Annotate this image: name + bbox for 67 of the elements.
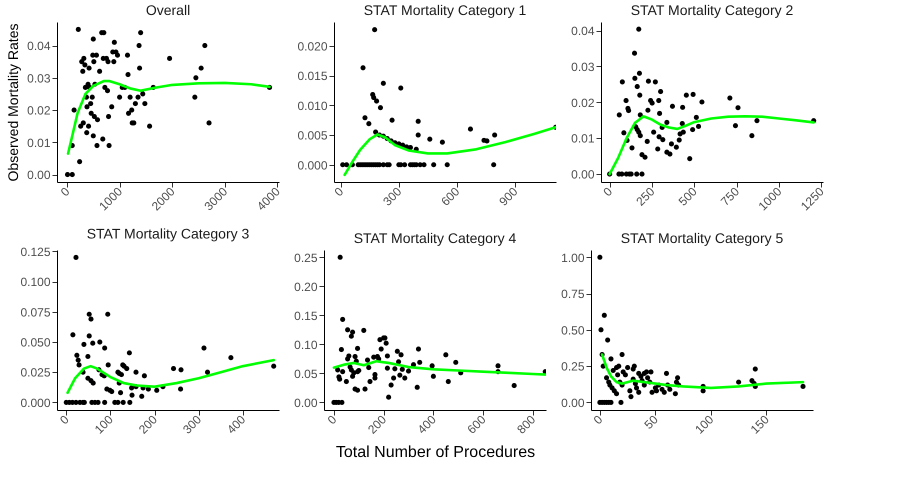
y-tick-label: 0.00 [294, 396, 318, 410]
x-tick-label: 50 [641, 412, 662, 432]
y-tick-label: 0.125 [20, 244, 51, 259]
y-tick-label: 0.02 [27, 104, 51, 118]
x-axis-title: Total Number of Procedures [336, 444, 536, 461]
chart-title: STAT Mortality Category 3 [86, 225, 250, 242]
x-tick-label: 0 [324, 412, 340, 428]
x-tick-label: 100 [92, 412, 116, 437]
y-tick-label: 0.01 [571, 132, 595, 146]
x-tick-label: 300 [180, 412, 204, 437]
x-tick-label: 300 [380, 184, 405, 209]
x-tick-label: 750 [718, 184, 742, 209]
line-series [343, 126, 556, 176]
x-tick-label: 200 [136, 412, 160, 437]
x-tick-label: 100 [692, 412, 717, 437]
x-tick-label: 250 [633, 184, 658, 209]
y-tick-label: 0.000 [297, 158, 328, 172]
x-tick-label: 600 [464, 412, 489, 437]
y-tick-label: 1.00 [561, 250, 585, 265]
chart-title: STAT Mortality Category 2 [630, 2, 794, 18]
y-tick-label: 0.00 [27, 168, 51, 182]
y-tick-label: 0.10 [294, 338, 318, 352]
y-tick-label: 0.75 [561, 287, 585, 302]
y-tick-label: 0.02 [571, 96, 595, 110]
y-tick-label: 0.03 [571, 60, 595, 74]
x-tick-label: 400 [414, 412, 440, 437]
y-tick-label: 0.15 [294, 308, 318, 323]
x-tick-label: 150 [748, 412, 772, 437]
y-tick-label: 0.04 [571, 24, 595, 38]
line-series [66, 80, 271, 155]
y-tick-label: 0.100 [20, 275, 51, 290]
chart-title: STAT Mortality Category 1 [364, 2, 527, 18]
y-tick-label: 0.075 [20, 305, 51, 320]
line-series [600, 353, 804, 390]
x-tick-label: 800 [514, 412, 538, 437]
y-tick-label: 0.03 [27, 71, 51, 86]
y-tick-label: 0.25 [561, 360, 585, 374]
y-tick-label: 0.00 [571, 168, 595, 182]
y-tick-label: 0.01 [27, 136, 51, 150]
y-tick-label: 0.000 [20, 396, 51, 410]
x-tick-label: 0 [590, 412, 606, 428]
x-tick-label: 500 [676, 184, 700, 209]
chart-title: STAT Mortality Category 4 [354, 230, 517, 246]
y-tick-label: 0.050 [20, 336, 51, 350]
y-tick-label: 0.04 [27, 39, 51, 54]
y-tick-label: 0.010 [297, 98, 328, 113]
x-tick-label: 400 [224, 412, 248, 437]
x-tick-label: 200 [365, 412, 390, 437]
y-axis-title: Observed Mortality Rates [5, 24, 22, 182]
y-tick-label: 0.20 [294, 280, 318, 294]
line-series [66, 358, 276, 394]
y-tick-label: 0.05 [294, 366, 318, 381]
x-tick-label: 600 [438, 184, 463, 209]
x-tick-label: 0 [332, 184, 346, 200]
x-tick-label: 0 [600, 184, 616, 200]
x-tick-label: 900 [496, 184, 521, 209]
x-tick-label: 0 [57, 412, 72, 428]
chart-title: STAT Mortality Category 5 [620, 230, 784, 246]
y-tick-label: 0.25 [294, 250, 318, 265]
y-tick-label: 0.025 [20, 366, 51, 380]
x-tick-label: 0 [58, 184, 73, 200]
y-tick-label: 0.020 [297, 39, 328, 54]
y-tick-label: 0.015 [297, 69, 328, 84]
y-tick-label: 0.50 [561, 323, 585, 338]
y-tick-label: 0.00 [561, 396, 585, 410]
chart-title: Overall [146, 2, 190, 18]
y-tick-label: 0.005 [297, 128, 328, 143]
